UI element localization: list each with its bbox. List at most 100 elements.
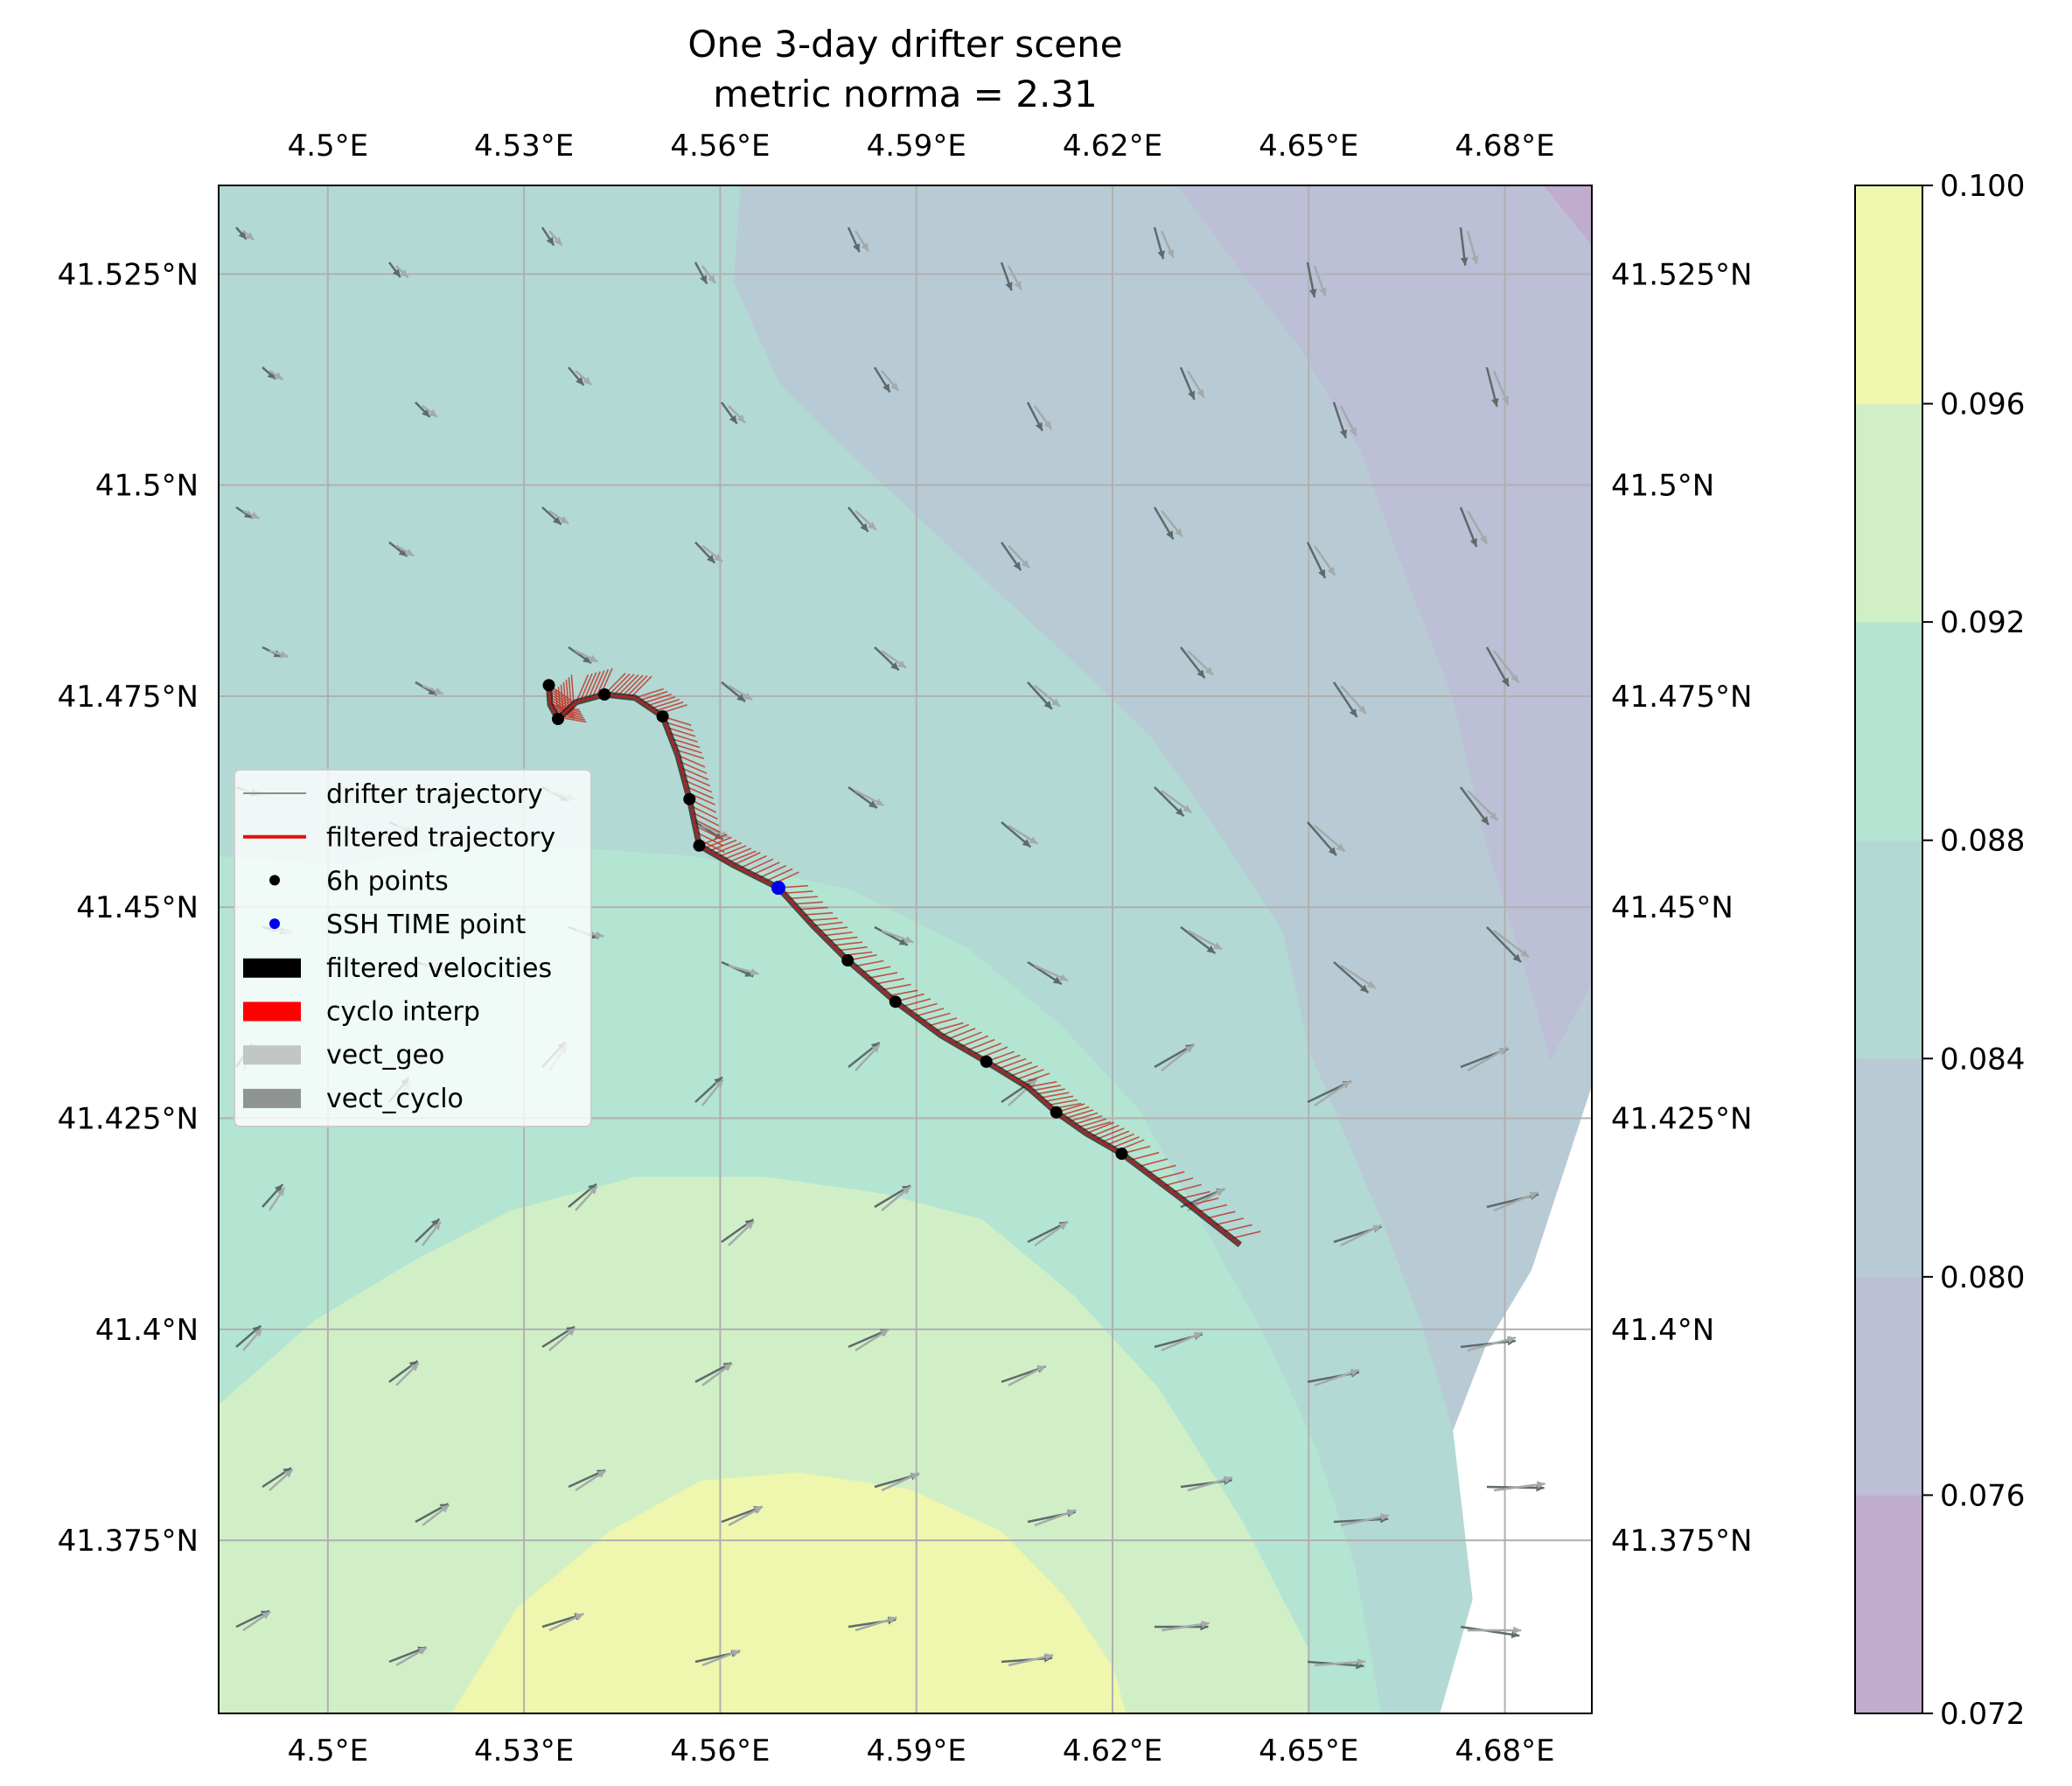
velocity-arrow: [1459, 506, 1478, 548]
x-tick-label-top: 4.5°E: [288, 129, 369, 164]
map-plot-area: [219, 185, 1592, 1713]
colorbar-block: [1855, 185, 1922, 405]
six-hour-point: [552, 713, 565, 726]
velocity-arrow: [1314, 1657, 1366, 1667]
cyclo-interp-vector: [680, 767, 709, 781]
velocity-arrow: [1466, 230, 1479, 265]
legend-label: filtered velocities: [326, 953, 552, 984]
velocity-arrow: [1153, 227, 1165, 260]
cyclo-interp-vector: [596, 668, 610, 697]
legend-entry: vect_geo: [243, 1040, 444, 1071]
cyclo-interp-vector: [703, 836, 732, 849]
colorbar-tick-label: 0.088: [1940, 824, 2025, 859]
y-tick-label-left: 41.425°N: [58, 1102, 199, 1137]
velocity-arrow: [242, 1327, 263, 1351]
colorbar: 0.072 0.076 0.080 0.084 0.088 0.092 0.096 0.100: [1854, 169, 2025, 1732]
cyclo-interp-vector: [654, 701, 684, 712]
cyclo-interp-vector: [562, 681, 567, 712]
velocity-arrow: [1034, 685, 1061, 708]
trajectory-layer: [542, 667, 1261, 1248]
colorbar-tick-label: 0.072: [1940, 1697, 2025, 1732]
cyclo-interp-vector: [587, 671, 601, 700]
cyclo-interp-vector: [783, 890, 813, 895]
cyclo-interp-vector: [1101, 1130, 1130, 1143]
x-tick-label-top: 4.68°E: [1455, 129, 1554, 164]
cyclo-interp-vector: [1197, 1203, 1227, 1213]
legend-label: cyclo interp: [326, 997, 480, 1028]
cyclo-interp-vector: [668, 732, 698, 743]
chart-title: One 3-day drifter scene: [687, 23, 1122, 66]
gridlines: [219, 185, 1592, 1713]
legend-box: [234, 769, 592, 1127]
velocity-arrow: [541, 227, 555, 247]
velocity-arrow: [720, 401, 738, 425]
cyclo-interp-vector: [1147, 1164, 1176, 1174]
velocity-arrow: [1187, 1476, 1233, 1492]
velocity-arrow: [1153, 506, 1175, 541]
velocity-arrow: [848, 506, 869, 533]
cyclo-interp-vector: [638, 690, 668, 701]
velocity-arrow: [269, 369, 284, 380]
velocity-arrow: [1466, 510, 1489, 545]
colorbar-tick-label: 0.084: [1940, 1042, 2025, 1077]
velocity-arrow: [1468, 1626, 1522, 1635]
velocity-arrow: [1340, 1513, 1390, 1527]
velocity-arrow: [1008, 1078, 1038, 1106]
velocity-arrow: [1485, 646, 1510, 687]
cyclo-interp-vector: [642, 693, 672, 704]
velocity-arrow: [268, 1187, 286, 1211]
cyclo-interp-vector: [1189, 1197, 1219, 1206]
velocity-arrow: [881, 1185, 911, 1211]
cyclo-interp-vector: [634, 687, 664, 699]
velocity-arrow: [388, 262, 401, 278]
x-tick-label-bottom: 4.59°E: [867, 1734, 966, 1769]
velocity-arrow: [701, 1078, 724, 1106]
velocity-arrow: [855, 789, 884, 806]
cyclo-interp-vector: [875, 978, 904, 985]
velocity-arrow: [881, 370, 900, 392]
cyclo-interp-vector: [953, 1031, 982, 1044]
velocity-arrow: [395, 544, 415, 557]
velocity-arrow: [395, 1646, 428, 1667]
velocity-arrow: [235, 1324, 262, 1348]
y-tick-label-left: 41.5°N: [95, 469, 199, 504]
velocity-arrow: [1160, 230, 1175, 259]
cyclo-interp-vector: [1106, 1133, 1135, 1146]
velocity-arrow: [728, 684, 753, 701]
cyclo-interp-vector: [692, 812, 720, 827]
velocity-arrow: [728, 1505, 764, 1527]
cyclo-interp-vector: [807, 917, 838, 922]
velocity-arrow: [422, 1221, 442, 1246]
velocity-arrow: [855, 1328, 889, 1352]
velocity-arrow: [415, 1217, 441, 1243]
cyclo-interp-vector: [915, 1008, 945, 1017]
cyclo-interp-vector: [693, 818, 721, 834]
cyclo-interp-vector: [579, 673, 593, 701]
x-tick-labels-top: 4.5°E 4.53°E 4.56°E 4.59°E 4.62°E 4.65°E 4.68°…: [288, 129, 1555, 164]
velocity-arrow: [1314, 825, 1346, 853]
legend-swatch-dot: [269, 875, 280, 886]
cyclo-interp-vector: [973, 1043, 1001, 1056]
velocity-arrow: [874, 646, 900, 672]
cyclo-interp-vector: [1172, 1183, 1202, 1193]
cyclo-interp-vector: [788, 896, 819, 900]
legend-swatch-box: [243, 958, 301, 978]
velocity-arrow: [1459, 786, 1490, 826]
y-tick-label-right: 41.475°N: [1611, 680, 1752, 715]
velocity-arrow: [395, 1362, 420, 1386]
cyclo-interp-vector: [684, 779, 713, 793]
contour-region: [1543, 185, 1592, 246]
colorbar-tick-label: 0.092: [1940, 605, 2025, 640]
cyclo-interp-vector: [679, 760, 708, 774]
velocity-arrow: [1333, 961, 1370, 994]
velocity-arrow: [694, 1076, 723, 1103]
velocity-arrow: [1180, 926, 1217, 954]
cyclo-interp-vector: [1039, 1092, 1070, 1099]
six-hour-point: [1115, 1148, 1128, 1161]
cyclo-interp-vector: [921, 1012, 951, 1022]
cyclo-interp-vector: [591, 670, 605, 699]
x-tick-label-top: 4.62°E: [1063, 129, 1162, 164]
colorbar-tick-label: 0.080: [1940, 1260, 2025, 1295]
legend-entry: cyclo interp: [243, 997, 480, 1028]
cyclo-interp-vector: [798, 906, 828, 910]
